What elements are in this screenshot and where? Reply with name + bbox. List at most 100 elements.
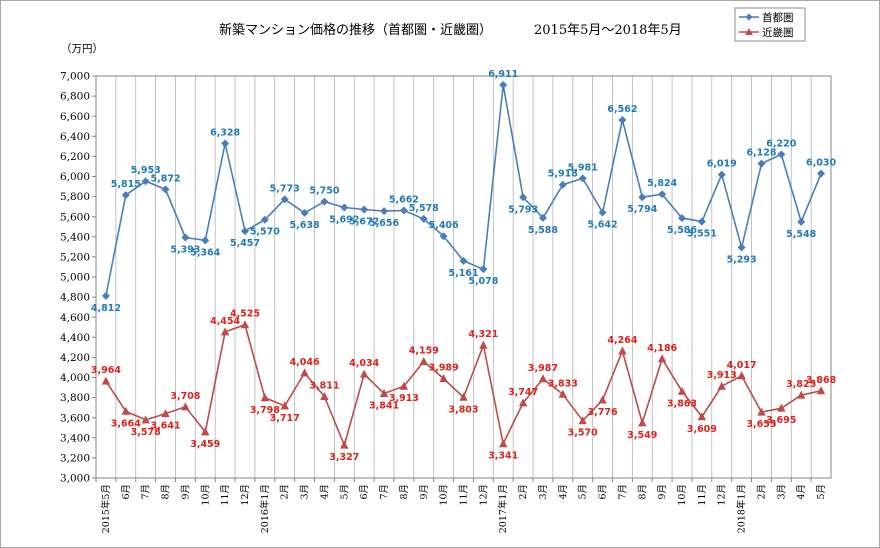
- data-label: 5,773: [270, 183, 300, 194]
- triangle-marker: [797, 390, 806, 399]
- data-label: 3,655: [746, 419, 776, 430]
- diamond-marker: [538, 213, 547, 222]
- y-tick-label: 3,800: [60, 392, 90, 404]
- diamond-marker: [678, 214, 687, 223]
- diamond-marker: [181, 233, 190, 242]
- data-label: 4,525: [230, 309, 260, 320]
- data-label: 5,642: [588, 219, 618, 230]
- triangle-marker: [538, 374, 548, 383]
- y-tick-label: 3,600: [60, 412, 90, 424]
- chart-title: 新築マンション価格の推移（首都圏・近畿圏）: [219, 22, 492, 38]
- x-tick-label: 12月: [717, 484, 728, 506]
- data-label: 3,841: [369, 400, 399, 411]
- triangle-marker: [220, 327, 230, 336]
- data-label: 4,454: [210, 316, 240, 327]
- x-tick-label: 2月: [756, 484, 767, 500]
- data-label: 3,609: [687, 424, 717, 435]
- data-label: 5,656: [369, 218, 399, 229]
- data-label: 5,588: [528, 225, 558, 236]
- x-tick-label: 8月: [637, 484, 648, 500]
- data-label: 3,578: [131, 427, 161, 438]
- x-tick-label: 11月: [459, 484, 470, 506]
- data-label: 6,562: [607, 104, 637, 115]
- data-label: 5,918: [548, 169, 578, 180]
- data-label: 5,638: [290, 220, 320, 231]
- x-tick-label: 6月: [598, 484, 609, 500]
- x-tick-label: 10月: [677, 484, 688, 506]
- triangle-marker: [598, 395, 607, 404]
- data-label: 5,953: [131, 165, 161, 176]
- y-tick-label: 6,000: [60, 171, 90, 183]
- diamond-marker: [201, 236, 210, 245]
- data-label: 3,989: [429, 363, 459, 374]
- series-markers: [101, 80, 826, 449]
- data-label: 5,570: [250, 227, 280, 238]
- triangle-marker: [260, 393, 270, 402]
- triangle-marker: [717, 381, 726, 390]
- y-tick-label: 4,600: [60, 312, 90, 324]
- data-label: 6,911: [488, 69, 518, 80]
- data-label: 3,964: [91, 365, 121, 376]
- data-label: 3,341: [488, 451, 518, 462]
- y-tick-label: 5,800: [60, 191, 90, 203]
- triangle-marker: [101, 376, 111, 385]
- diamond-marker: [817, 169, 826, 178]
- data-label: 4,812: [91, 303, 121, 314]
- y-tick-label: 6,600: [60, 111, 90, 123]
- triangle-marker: [300, 368, 309, 377]
- data-label: 3,825: [786, 379, 816, 390]
- data-label: 5,161: [448, 268, 478, 279]
- data-label: 6,030: [806, 157, 836, 168]
- data-label: 5,692: [329, 214, 359, 225]
- diamond-marker: [777, 150, 786, 159]
- diamond-marker: [439, 232, 448, 241]
- diamond-marker: [578, 174, 587, 183]
- triangle-marker: [737, 371, 746, 380]
- diamond-marker: [499, 80, 508, 89]
- diamond-marker: [161, 185, 170, 194]
- triangle-marker: [479, 340, 488, 349]
- data-label: 3,987: [528, 363, 558, 374]
- data-label: 3,798: [250, 405, 280, 416]
- diamond-marker: [399, 206, 408, 215]
- x-tick-label: 5月: [578, 484, 589, 500]
- legend-label-shutoken: 首都圏: [762, 11, 794, 24]
- y-tick-label: 6,200: [60, 151, 90, 163]
- triangle-marker: [379, 388, 389, 397]
- data-label: 3,664: [111, 418, 141, 429]
- diamond-marker: [340, 203, 349, 212]
- data-label: 4,264: [607, 335, 637, 346]
- triangle-marker: [677, 386, 687, 395]
- data-label: 5,293: [727, 255, 757, 266]
- diamond-marker: [797, 217, 806, 226]
- triangle-marker: [816, 386, 826, 395]
- data-label: 3,833: [548, 378, 578, 389]
- diamond-marker: [419, 214, 428, 223]
- x-tick-label: 8月: [161, 484, 172, 500]
- triangle-marker: [181, 402, 190, 411]
- data-label: 3,695: [766, 415, 796, 426]
- data-label: 5,672: [349, 216, 379, 227]
- x-axis-ticks: 2015年5月 6月 7月 8月 9月 10月 11月 12月 2016年1月 2月 3月 4月 5月 6…: [95, 478, 827, 533]
- data-label: 6,128: [746, 148, 776, 159]
- data-label: 5,548: [786, 229, 816, 240]
- diamond-marker: [618, 116, 627, 125]
- diamond-marker: [658, 190, 667, 199]
- triangle-marker: [459, 392, 468, 401]
- x-tick-label: 4月: [558, 484, 569, 500]
- data-label: 3,641: [150, 421, 180, 432]
- data-label: 5,872: [150, 173, 180, 184]
- diamond-marker: [717, 170, 726, 179]
- x-tick-label: 2017年1月: [497, 484, 509, 533]
- triangle-marker: [439, 374, 448, 383]
- diamond-marker: [240, 227, 249, 236]
- y-tick-label: 4,200: [60, 352, 90, 364]
- data-label: 3,717: [270, 413, 300, 424]
- chart-subtitle: 2015年5月～2018年5月: [534, 23, 682, 38]
- data-label: 3,913: [707, 370, 737, 381]
- triangle-marker: [499, 439, 508, 448]
- y-tick-label: 3,400: [60, 432, 90, 444]
- x-tick-label: 2015年5月: [100, 484, 112, 533]
- y-tick-label: 3,000: [60, 473, 90, 485]
